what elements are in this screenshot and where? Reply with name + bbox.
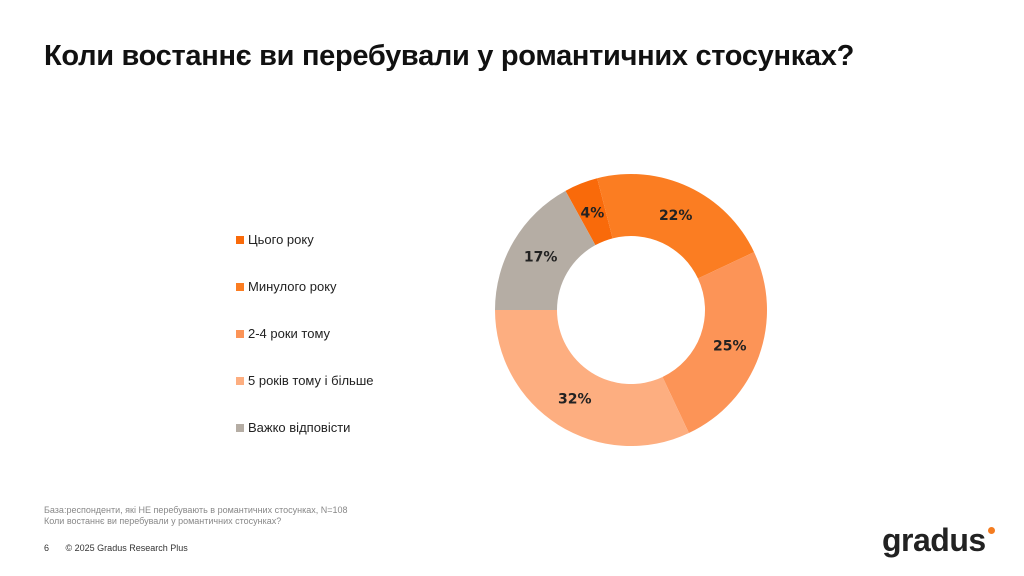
footnote: База:респонденти, які НЕ перебувають в р… bbox=[44, 505, 348, 527]
legend-item: Важко відповісти bbox=[236, 404, 373, 451]
data-label: 32% bbox=[558, 392, 592, 408]
footer: 6 © 2025 Gradus Research Plus bbox=[44, 543, 202, 553]
legend-label: 2-4 роки тому bbox=[248, 326, 331, 341]
legend-item: 5 років тому і більше bbox=[236, 357, 373, 404]
copyright: © 2025 Gradus Research Plus bbox=[65, 543, 188, 553]
donut-slice bbox=[597, 174, 755, 279]
data-label: 25% bbox=[713, 339, 747, 355]
legend-label: Важко відповісти bbox=[248, 420, 351, 435]
data-label: 17% bbox=[524, 250, 558, 266]
base-note: База:респонденти, які НЕ перебувають в р… bbox=[44, 505, 348, 515]
legend-item: 2-4 роки тому bbox=[236, 310, 373, 357]
donut-slice bbox=[495, 190, 596, 310]
legend-label: 5 років тому і більше bbox=[248, 373, 374, 388]
legend-swatch bbox=[236, 282, 244, 291]
legend-swatch bbox=[236, 423, 244, 432]
legend-item: Цього року bbox=[236, 216, 373, 263]
legend-label: Цього року bbox=[248, 232, 314, 247]
question-note: Коли востаннє ви перебували у романтични… bbox=[44, 516, 282, 526]
data-label: 22% bbox=[659, 208, 693, 224]
legend-label: Минулого року bbox=[248, 279, 337, 294]
page-number: 6 bbox=[44, 543, 50, 553]
legend-swatch bbox=[236, 376, 244, 385]
page-title: Коли востаннє ви перебували у романтични… bbox=[44, 40, 854, 72]
gradus-logo: gradus bbox=[882, 522, 986, 558]
legend-swatch bbox=[236, 235, 244, 244]
logo-dot bbox=[988, 527, 995, 534]
data-label: 4% bbox=[580, 205, 604, 221]
legend-swatch bbox=[236, 329, 244, 338]
donut-slice bbox=[565, 178, 613, 246]
legend: Цього року Минулого року 2-4 роки тому 5 ро… bbox=[236, 216, 373, 451]
donut-slice bbox=[662, 252, 767, 434]
legend-item: Минулого року bbox=[236, 263, 373, 310]
donut-slice bbox=[495, 310, 689, 447]
